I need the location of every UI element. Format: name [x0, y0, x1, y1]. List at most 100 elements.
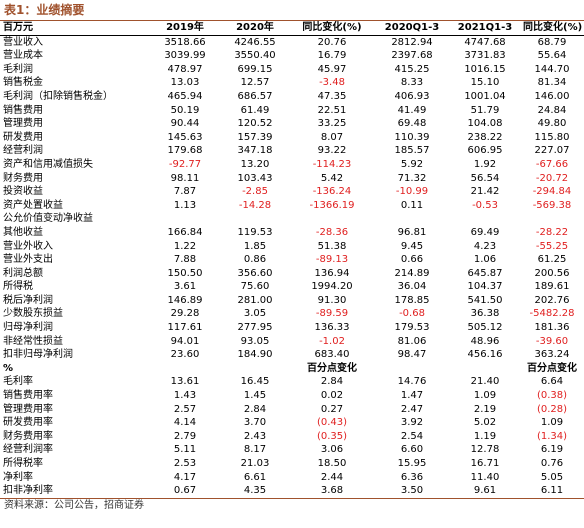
table-row: 管理费用 90.44 120.52 33.25 69.48 104.08 49.80: [0, 117, 584, 131]
cell: 166.84: [167, 226, 203, 238]
cell: 2.84: [320, 376, 344, 388]
row-label: 毛利润: [3, 63, 33, 75]
cell: 8.17: [243, 444, 267, 456]
row-label: 投资收益: [3, 186, 43, 198]
cell: 406.93: [394, 90, 430, 102]
cell: -136.24: [312, 186, 352, 198]
cell: 6.11: [540, 485, 564, 497]
column-header: 2021Q1-3: [450, 21, 520, 36]
table-row: 利润总额 150.50 356.60 136.94 214.89 645.87 200.56: [0, 267, 584, 281]
cell: 1.43: [173, 390, 197, 402]
cell: 505.12: [467, 322, 503, 334]
cell: 1.22: [173, 240, 197, 252]
table-row: 营业收入 3518.66 4246.55 20.76 2812.94 4747.68 68.…: [0, 35, 584, 49]
table-row: 投资收益 7.87 -2.85 -136.24 -10.99 21.42 -294.84: [0, 185, 584, 199]
cell: 281.00: [237, 294, 273, 306]
cell: -28.22: [535, 226, 569, 238]
cell: 3.05: [243, 308, 267, 320]
cell: 21.03: [240, 458, 270, 469]
cell: 5.02: [473, 417, 497, 429]
table-row: 所得税率 2.53 21.03 18.50 15.95 16.71 0.76: [0, 457, 584, 471]
cell: 13.20: [240, 158, 270, 170]
row-label: 利润总额: [3, 267, 43, 279]
cell: 6.61: [243, 471, 267, 483]
table-row: 少数股东损益 29.28 3.05 -89.59 -0.68 36.38 -5482.28: [0, 307, 584, 321]
cell: 2.43: [243, 430, 267, 442]
table-row: 研发费用率 4.14 3.70 (0.43) 3.92 5.02 1.09: [0, 416, 584, 430]
header-row: 百万元 2019年 2020年 同比变化(%) 2020Q1-3 2021Q1-3 同比变化…: [0, 21, 584, 36]
cell: -39.60: [535, 335, 569, 347]
cell: 93.05: [240, 335, 270, 347]
row-label: 归母净利润: [3, 322, 53, 334]
cell: 22.51: [317, 104, 347, 116]
cell: 3.50: [400, 485, 424, 497]
table-row: 资产和信用减值损失 -92.77 13.20 -114.23 5.92 1.92 -67.6…: [0, 158, 584, 172]
row-label: 毛利润（扣除销售税金）: [3, 90, 113, 102]
cell: 2.53: [173, 458, 197, 469]
cell: 1.47: [400, 390, 424, 402]
cell: 4.17: [173, 471, 197, 483]
cell: 415.25: [394, 63, 430, 75]
cell: 9.61: [473, 485, 497, 497]
cell: 3731.83: [464, 50, 506, 62]
cell: 7.88: [173, 254, 197, 266]
cell: 150.50: [167, 267, 203, 279]
cell: 9.45: [400, 240, 424, 252]
row-label: 税后净利润: [3, 294, 53, 306]
cell: -28.36: [315, 226, 349, 238]
cell: 1.92: [473, 158, 497, 170]
table-row: 财务费用率 2.79 2.43 (0.35) 2.54 1.19 (1.34): [0, 430, 584, 444]
row-label: 扣非归母净利润: [3, 349, 73, 361]
cell: 93.22: [317, 145, 347, 157]
cell: 81.34: [537, 77, 567, 89]
cell: 1016.15: [464, 63, 506, 75]
cell: 5.92: [400, 158, 424, 170]
cell: (0.43): [316, 417, 348, 429]
cell: 136.94: [314, 267, 350, 279]
table-row: 毛利润（扣除销售税金） 465.94 686.57 47.35 406.93 1001.0…: [0, 90, 584, 104]
table-row: 销售费用率 1.43 1.45 0.02 1.47 1.09 (0.38): [0, 389, 584, 403]
table-row: 扣非归母净利润 23.60 184.90 683.40 98.47 456.16 363.2…: [0, 348, 584, 362]
cell: 119.53: [237, 226, 273, 238]
cell: 1.85: [243, 240, 267, 252]
cell: 0.27: [320, 403, 344, 415]
cell: [374, 212, 450, 226]
cell: 91.30: [317, 294, 347, 306]
cell: [374, 362, 450, 376]
row-label: 扣非净利率: [3, 485, 53, 497]
cell: 2.19: [473, 403, 497, 415]
cell: 3.68: [320, 485, 344, 497]
table-row: 销售费用 50.19 61.49 22.51 41.49 51.79 24.84: [0, 104, 584, 118]
cell: 465.94: [167, 90, 203, 102]
cell: 3.92: [400, 417, 424, 429]
table-row: 毛利润 478.97 699.15 45.97 415.25 1016.15 144.70: [0, 63, 584, 77]
cell: -2.85: [242, 186, 268, 198]
cell: 68.79: [537, 36, 567, 48]
column-header: 2020年: [220, 21, 290, 36]
cell: 2.79: [173, 430, 197, 442]
cell: 50.19: [170, 104, 200, 116]
cell: 16.79: [317, 50, 347, 62]
cell: 4.23: [473, 240, 497, 252]
cell: 606.95: [467, 145, 503, 157]
row-label: %: [3, 362, 14, 374]
cell: 0.67: [173, 485, 197, 497]
cell: [450, 362, 520, 376]
cell: 136.33: [314, 322, 350, 334]
cell: 3.06: [320, 444, 344, 456]
table-row: 资产处置收益 1.13 -14.28 -1366.19 0.11 -0.53 -569.38: [0, 199, 584, 213]
cell: -5482.28: [529, 308, 575, 320]
cell: 157.39: [237, 131, 273, 143]
table-row: 营业外支出 7.88 0.86 -89.13 0.66 1.06 61.25: [0, 253, 584, 267]
cell: -114.23: [312, 158, 352, 170]
cell: 14.76: [397, 376, 427, 388]
cell: 456.16: [467, 349, 503, 361]
table-row: 经营利润率 5.11 8.17 3.06 6.60 12.78 6.19: [0, 443, 584, 457]
row-label: 管理费用率: [3, 403, 53, 415]
cell: 98.11: [170, 172, 200, 184]
cell: 98.47: [397, 349, 427, 361]
row-label: 研发费用率: [3, 417, 53, 429]
cell: 百分点变化: [527, 362, 577, 374]
cell: 51.79: [470, 104, 500, 116]
column-header: 2019年: [150, 21, 220, 36]
